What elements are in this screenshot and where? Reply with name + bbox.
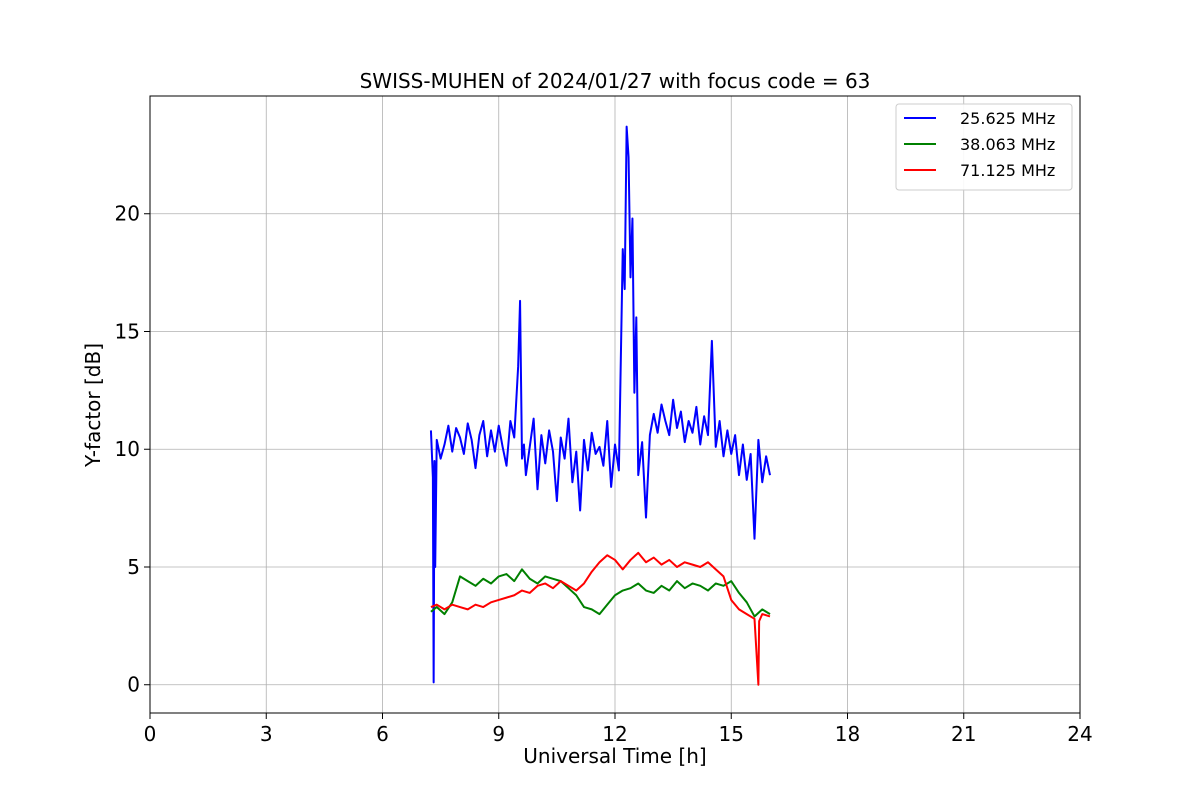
legend-label-1: 38.063 MHz <box>960 135 1055 154</box>
y-tick-label-1: 5 <box>127 555 140 579</box>
series-line-2 <box>430 551 771 686</box>
x-axis-label: Universal Time [h] <box>523 744 706 768</box>
y-tick-label-2: 10 <box>115 437 140 461</box>
x-tick-label-4: 12 <box>602 722 627 746</box>
chart-title: SWISS-MUHEN of 2024/01/27 with focus cod… <box>360 69 871 93</box>
x-tick-label-5: 15 <box>719 722 744 746</box>
tick-layer: 0 3 6 9 12 15 18 21 24 0 5 10 15 20 <box>115 202 1093 746</box>
x-tick-label-8: 24 <box>1067 722 1092 746</box>
y-tick-label-4: 20 <box>115 202 140 226</box>
y-tick-label-0: 0 <box>127 673 140 697</box>
y-tick-label-3: 15 <box>115 319 140 343</box>
legend-label-0: 25.625 MHz <box>960 109 1055 128</box>
x-tick-label-2: 6 <box>376 722 389 746</box>
x-tick-label-1: 3 <box>260 722 273 746</box>
grid-layer <box>149 96 1081 713</box>
series-line-0 <box>429 125 771 684</box>
legend: 25.625 MHz 38.063 MHz 71.125 MHz <box>895 103 1073 191</box>
x-tick-label-7: 21 <box>951 722 976 746</box>
x-tick-label-0: 0 <box>144 722 157 746</box>
legend-label-2: 71.125 MHz <box>960 161 1055 180</box>
series-layer <box>429 125 771 686</box>
series-line-1 <box>430 568 771 618</box>
legend-box <box>895 103 1073 191</box>
y-axis-label: Y-factor [dB] <box>81 343 105 468</box>
x-tick-label-6: 18 <box>835 722 860 746</box>
x-tick-label-3: 9 <box>492 722 505 746</box>
